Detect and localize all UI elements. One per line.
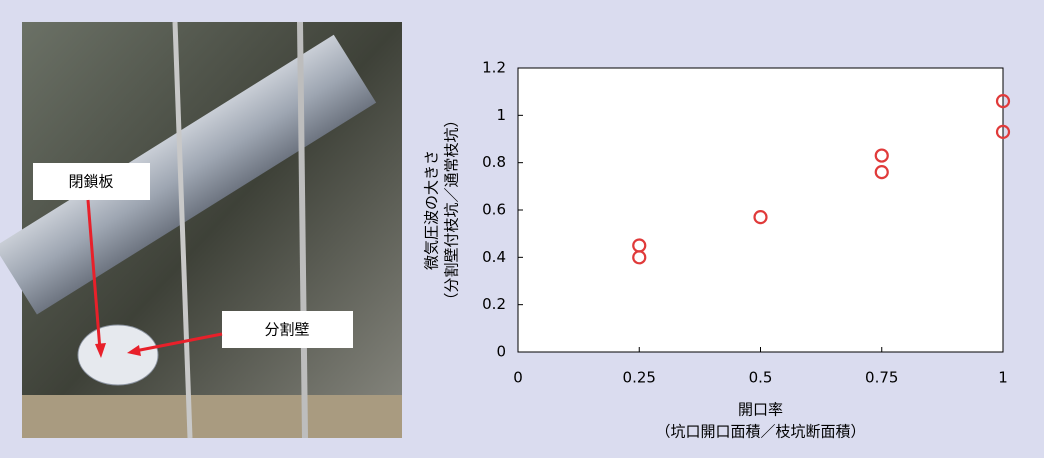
- y-tick-label: 1.2: [482, 59, 506, 77]
- y-tick-label: 0.4: [482, 248, 506, 266]
- photo-pipe-end: [78, 325, 158, 385]
- x-tick-label: 0.5: [749, 369, 773, 387]
- photo-label: 分割壁: [264, 321, 309, 339]
- y-tick-label: 0.6: [482, 201, 506, 219]
- x-axis-label: 開口率: [738, 401, 783, 419]
- plot-area: [518, 68, 1003, 352]
- photo: 閉鎖板 分割壁: [0, 22, 402, 438]
- x-axis-label: （坑口開口面積／枝坑断面積）: [655, 423, 865, 441]
- x-tick-label: 0.75: [865, 369, 898, 387]
- y-axis-label: 微気圧波の大きさ: [423, 150, 441, 270]
- x-tick-label: 1: [998, 369, 1008, 387]
- y-tick-label: 0.2: [482, 295, 506, 313]
- y-tick-label: 1: [496, 106, 506, 124]
- y-axis-label: （分割壁付枝坑／通常枝坑）: [443, 112, 461, 307]
- photo-label: 閉鎖板: [68, 173, 113, 191]
- page: 閉鎖板 分割壁 0 0.2 0.4 0.6 0.8 1 1.2 0 0.25 0.5 0.75 1 開口…: [0, 0, 1044, 458]
- y-tick-label: 0.8: [482, 153, 506, 171]
- y-tick-label: 0: [496, 343, 506, 361]
- x-tick-label: 0: [513, 369, 523, 387]
- x-tick-label: 0.25: [623, 369, 656, 387]
- photo-floor: [22, 395, 402, 438]
